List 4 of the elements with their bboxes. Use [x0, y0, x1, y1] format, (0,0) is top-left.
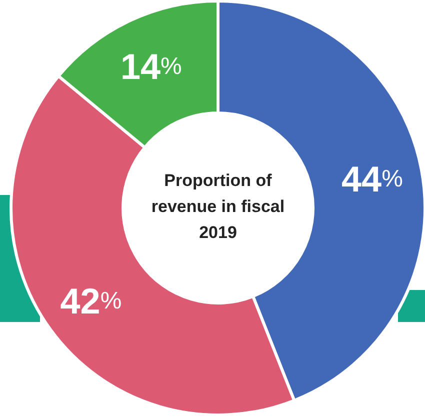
data-label: 44% [342, 158, 403, 200]
data-label: 14% [120, 45, 182, 86]
data-label: 42% [60, 280, 122, 321]
text: Proportion of revenue in fiscal 2019 [150, 170, 286, 244]
